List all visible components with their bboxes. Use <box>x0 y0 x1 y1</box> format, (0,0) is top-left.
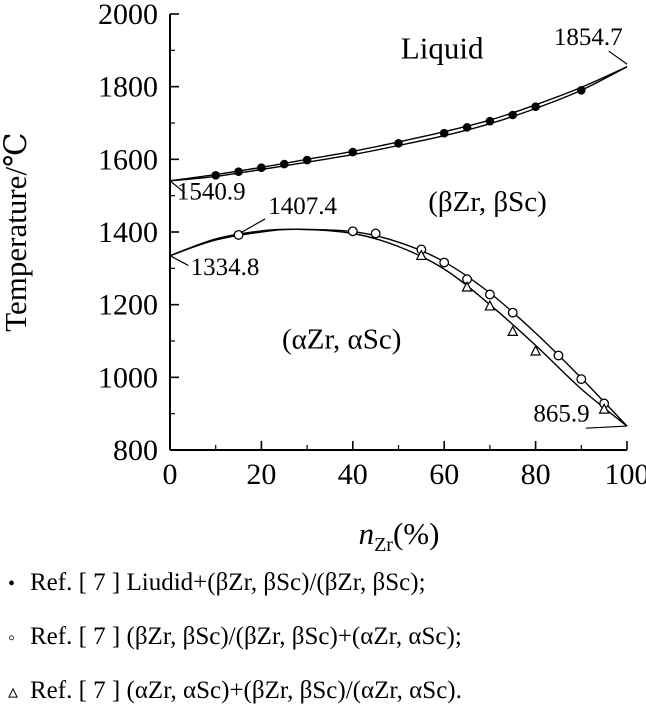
liquidus-lower-curve <box>169 66 628 182</box>
transus-peak-value-leader <box>240 218 266 234</box>
liquidus-ref7-marker <box>257 163 266 172</box>
legend-item-label: Ref. [ 7 ] (αZr, αSc)+(βZr, βSc)/(αZr, α… <box>30 677 462 704</box>
y-tick-label: 2000 <box>98 0 158 31</box>
liquidus-ref7-marker <box>234 167 243 176</box>
x-tick-label: 0 <box>163 458 178 491</box>
legend: • Ref. [ 7 ] Liudid+(βZr, βSc)/(βZr, βSc… <box>0 556 646 709</box>
alpha-transus-ref7-marker <box>484 299 496 311</box>
beta-transus-ref7-marker <box>233 229 244 240</box>
phase-diagram-svg: 800 1000 1200 1400 1600 1800 2000 0 20 40 60 80 100 T… <box>0 0 646 491</box>
x-axis-subscript: Zr <box>374 534 393 557</box>
x-tick-label: 100 <box>605 458 646 491</box>
transus-peak-value: 1407.4 <box>268 193 337 220</box>
liquidus-upper-curve <box>169 66 628 182</box>
alpha-transus-ref7-marker <box>507 325 519 336</box>
beta-transus-ref7-marker <box>439 257 450 268</box>
liquidus-max-value-leader <box>608 50 628 65</box>
transus-left-value-leader <box>169 255 189 266</box>
alpha-region-label: (αZr, αSc) <box>282 323 401 355</box>
beta-transus-ref7-marker <box>484 289 495 300</box>
alpha-transus-ref7-marker <box>415 249 427 261</box>
legend-item-liquidus: • Ref. [ 7 ] Liudid+(βZr, βSc)/(βZr, βSc… <box>8 566 642 601</box>
beta-transus-ref7-marker <box>507 307 518 318</box>
y-tick-label: 1400 <box>98 216 158 249</box>
y-tick-label: 1000 <box>98 361 158 394</box>
x-tick-label: 20 <box>246 458 276 491</box>
alpha-transus-ref7-marker <box>598 403 610 414</box>
liquidus-ref7-marker <box>302 155 312 165</box>
filled-circle-icon: • <box>8 573 16 595</box>
liquidus-ref7-marker <box>279 159 289 169</box>
beta-transus-ref7-marker <box>553 350 564 361</box>
liquidus-min-value: 1540.9 <box>177 178 246 205</box>
x-tick-label: 80 <box>521 458 551 491</box>
legend-item-beta-transus: ◦ Ref. [ 7 ] (βZr, βSc)/(βZr, βSc)+(αZr,… <box>8 620 642 655</box>
liquidus-ref7-marker <box>211 171 220 180</box>
x-tick-label: 60 <box>429 458 459 491</box>
x-axis-label: nZr(%) <box>0 512 646 556</box>
y-axis-label: Temperature/℃ <box>0 132 33 331</box>
y-tick-label: 1600 <box>98 143 158 176</box>
liquidus-ref7-marker <box>439 128 449 138</box>
alpha-transus-ref7-marker <box>530 344 542 356</box>
transus-right-value-leader <box>585 425 628 429</box>
x-axis-symbol: n <box>358 516 375 551</box>
liquidus-max-value: 1854.7 <box>554 24 623 51</box>
liquidus-ref7-marker <box>485 116 495 126</box>
legend-item-alpha-transus: ▵ Ref. [ 7 ] (αZr, αSc)+(βZr, βSc)/(αZr,… <box>8 674 642 709</box>
liquidus-ref7-marker <box>394 139 403 148</box>
y-tick-label: 1800 <box>98 71 158 104</box>
x-axis-units: (%) <box>392 516 440 551</box>
legend-item-label: Ref. [ 7 ] Liudid+(βZr, βSc)/(βZr, βSc); <box>30 569 426 596</box>
liquidus-ref7-marker <box>531 102 540 111</box>
liquidus-ref7-marker <box>462 123 472 132</box>
x-tick-label: 40 <box>338 458 368 491</box>
beta-transus-ref7-marker <box>347 226 358 237</box>
liquid-region-label: Liquid <box>401 30 484 65</box>
beta-transus-ref7-marker <box>576 374 587 385</box>
beta-transus-ref7-marker <box>370 228 381 239</box>
beta-region-label: (βZr, βSc) <box>428 186 547 218</box>
legend-item-label: Ref. [ 7 ] (βZr, βSc)/(βZr, βSc)+(αZr, α… <box>30 623 462 650</box>
transus-left-value: 1334.8 <box>191 254 260 281</box>
open-triangle-icon: ▵ <box>8 681 19 703</box>
y-tick-label: 800 <box>113 434 158 467</box>
liquidus-ref7-marker <box>577 86 586 95</box>
liquidus-ref7-marker <box>508 110 518 120</box>
alpha-transus-ref7-marker <box>461 280 473 292</box>
open-circle-icon: ◦ <box>8 627 16 649</box>
y-tick-label: 1200 <box>98 289 158 322</box>
liquidus-min-value-leader <box>169 180 186 194</box>
liquidus-ref7-marker <box>348 147 358 157</box>
transus-lower-curve <box>169 228 628 427</box>
transus-right-value: 865.9 <box>533 401 589 428</box>
